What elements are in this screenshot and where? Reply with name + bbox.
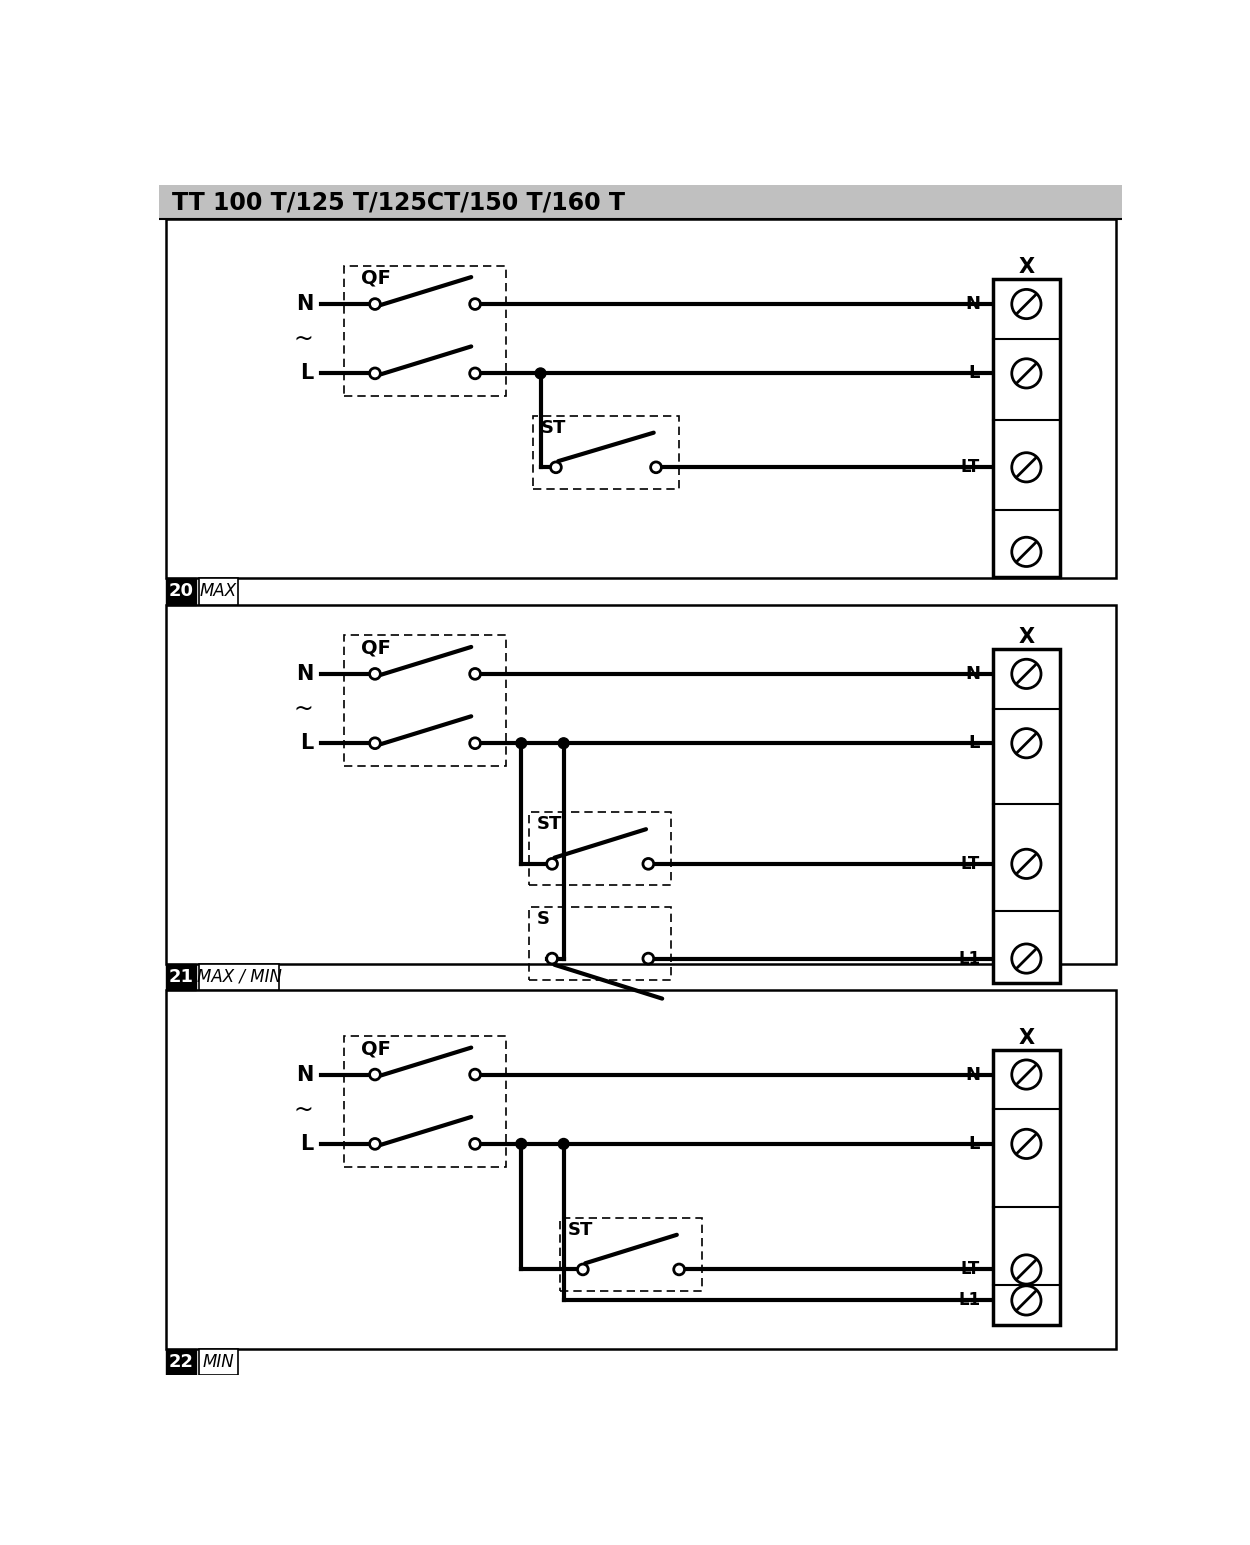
Text: X: X bbox=[1019, 256, 1035, 277]
Circle shape bbox=[651, 462, 661, 473]
Circle shape bbox=[1011, 1285, 1041, 1315]
Bar bbox=[560, 1217, 702, 1292]
Text: ~: ~ bbox=[294, 326, 314, 351]
Text: N: N bbox=[965, 295, 980, 314]
Circle shape bbox=[370, 298, 380, 309]
Circle shape bbox=[559, 739, 569, 749]
Circle shape bbox=[1011, 453, 1041, 482]
Bar bbox=[165, 604, 1116, 964]
Circle shape bbox=[535, 368, 546, 379]
Circle shape bbox=[674, 1264, 685, 1275]
Text: N: N bbox=[296, 294, 314, 314]
Circle shape bbox=[546, 859, 558, 870]
Bar bbox=[199, 578, 238, 604]
Text: QF: QF bbox=[361, 638, 391, 658]
Text: L: L bbox=[300, 1134, 314, 1154]
Text: X: X bbox=[1019, 627, 1035, 647]
Circle shape bbox=[559, 1139, 569, 1149]
Bar bbox=[344, 1037, 506, 1166]
Circle shape bbox=[1011, 729, 1041, 759]
Bar bbox=[529, 813, 671, 885]
Bar bbox=[165, 964, 196, 990]
Text: 22: 22 bbox=[169, 1353, 194, 1370]
Circle shape bbox=[642, 859, 654, 870]
Text: X: X bbox=[1019, 1027, 1035, 1048]
Text: N: N bbox=[965, 664, 980, 683]
Circle shape bbox=[370, 669, 380, 680]
Text: N: N bbox=[296, 664, 314, 684]
Text: L: L bbox=[969, 365, 980, 382]
Circle shape bbox=[550, 462, 561, 473]
Text: L1: L1 bbox=[958, 950, 980, 967]
Text: TT 100 T/125 T/125CT/150 T/160 T: TT 100 T/125 T/125CT/150 T/160 T bbox=[171, 190, 625, 215]
Circle shape bbox=[1011, 1060, 1041, 1089]
Text: S: S bbox=[536, 910, 550, 929]
Circle shape bbox=[578, 1264, 589, 1275]
Circle shape bbox=[642, 953, 654, 964]
Circle shape bbox=[1011, 1129, 1041, 1159]
Text: ST: ST bbox=[536, 816, 562, 833]
Circle shape bbox=[1011, 358, 1041, 388]
Circle shape bbox=[546, 953, 558, 964]
Text: 21: 21 bbox=[169, 967, 194, 986]
Text: LT: LT bbox=[961, 854, 980, 873]
Circle shape bbox=[470, 1069, 480, 1080]
Text: L: L bbox=[300, 734, 314, 754]
Text: L: L bbox=[300, 363, 314, 383]
Circle shape bbox=[1011, 289, 1041, 318]
Text: QF: QF bbox=[361, 1040, 391, 1058]
Bar bbox=[992, 649, 1060, 983]
Circle shape bbox=[470, 368, 480, 379]
Text: ~: ~ bbox=[294, 697, 314, 720]
Circle shape bbox=[470, 1139, 480, 1149]
Circle shape bbox=[1011, 538, 1041, 567]
Bar bbox=[529, 907, 671, 980]
Text: N: N bbox=[296, 1065, 314, 1085]
Bar bbox=[344, 266, 506, 397]
Bar bbox=[160, 185, 1122, 219]
Text: LT: LT bbox=[961, 459, 980, 476]
Circle shape bbox=[370, 1069, 380, 1080]
Text: QF: QF bbox=[361, 269, 391, 287]
Circle shape bbox=[370, 1139, 380, 1149]
Text: LT: LT bbox=[961, 1261, 980, 1278]
Circle shape bbox=[1011, 850, 1041, 879]
Text: L1: L1 bbox=[958, 1292, 980, 1310]
Text: MAX: MAX bbox=[200, 582, 236, 601]
Text: L: L bbox=[969, 734, 980, 752]
Text: ST: ST bbox=[540, 419, 566, 437]
Bar bbox=[165, 1349, 196, 1375]
Circle shape bbox=[470, 739, 480, 749]
Text: 20: 20 bbox=[169, 582, 194, 601]
Bar bbox=[992, 280, 1060, 576]
Bar bbox=[992, 1051, 1060, 1326]
Circle shape bbox=[1011, 660, 1041, 689]
Bar bbox=[165, 578, 196, 604]
Bar bbox=[165, 219, 1116, 578]
Circle shape bbox=[1011, 1255, 1041, 1284]
Circle shape bbox=[370, 739, 380, 749]
Text: MAX / MIN: MAX / MIN bbox=[196, 967, 281, 986]
Text: MIN: MIN bbox=[202, 1353, 234, 1370]
Circle shape bbox=[1011, 944, 1041, 973]
Text: ~: ~ bbox=[294, 1097, 314, 1122]
Text: L: L bbox=[969, 1136, 980, 1153]
Circle shape bbox=[470, 669, 480, 680]
Circle shape bbox=[470, 298, 480, 309]
Bar bbox=[344, 635, 506, 766]
Text: N: N bbox=[965, 1066, 980, 1083]
Text: ST: ST bbox=[568, 1221, 592, 1239]
Bar bbox=[165, 990, 1116, 1349]
Circle shape bbox=[516, 739, 526, 749]
Circle shape bbox=[370, 368, 380, 379]
Circle shape bbox=[516, 1139, 526, 1149]
Bar bbox=[199, 1349, 238, 1375]
Bar bbox=[532, 416, 679, 488]
Bar bbox=[199, 964, 280, 990]
